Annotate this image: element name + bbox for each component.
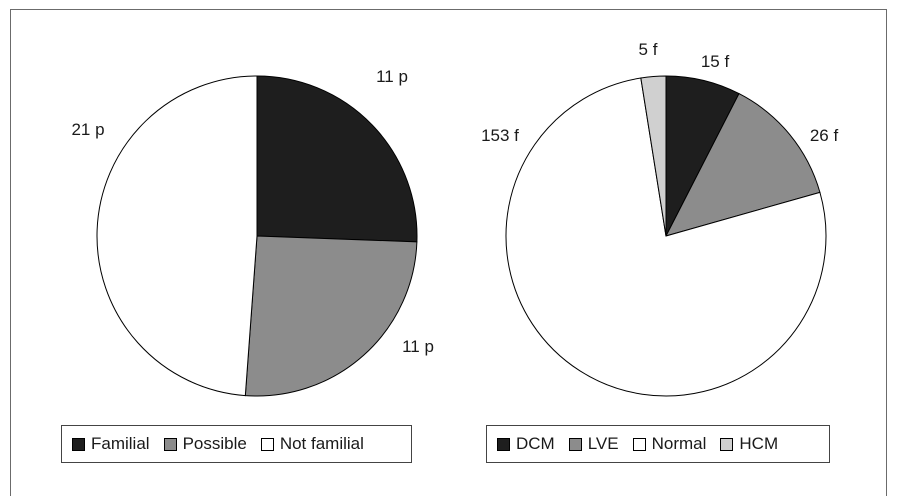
legend-swatch-normal: [632, 437, 646, 451]
pie-slice-not-familial: [96, 75, 258, 397]
pie-slice-normal: [505, 77, 827, 397]
data-label-dcm: 15 f: [701, 52, 730, 71]
legend-swatch-possible: [163, 437, 177, 451]
pie-chart-left: 11 p 11 p 21 p: [71, 67, 434, 397]
legend-label-dcm: DCM: [516, 434, 555, 453]
pie-slice-possible: [244, 235, 418, 397]
legend-label-familial: Familial: [91, 434, 150, 453]
legend-item-dcm: DCM: [497, 434, 555, 454]
legend-label-not-familial: Not familial: [279, 434, 364, 453]
data-label-hcm: 5 f: [639, 40, 658, 59]
pie-chart-right: 15 f 26 f 153 f 5 f: [481, 40, 839, 397]
legend-right: DCM LVE Normal HCM: [486, 425, 830, 463]
legend-swatch-lve: [568, 437, 582, 451]
legend-item-possible: Possible: [163, 434, 247, 454]
figure-frame: [10, 9, 887, 496]
pie-slice-lve: [665, 92, 821, 237]
legend-item-normal: Normal: [632, 434, 707, 454]
legend-left: Familial Possible Not familial: [61, 425, 412, 463]
data-label-not-familial: 21 p: [71, 120, 104, 139]
legend-swatch-dcm: [497, 437, 510, 451]
legend-label-normal: Normal: [651, 434, 707, 453]
legend-label-lve: LVE: [587, 434, 619, 453]
data-label-normal: 153 f: [481, 126, 519, 145]
data-label-familial: 11 p: [376, 67, 408, 86]
legend-item-lve: LVE: [568, 434, 619, 454]
legend-label-hcm: HCM: [739, 434, 779, 453]
legend-swatch-not-familial: [260, 437, 274, 451]
pie-slice-familial: [256, 75, 418, 243]
legend-swatch-hcm: [720, 437, 734, 451]
legend-label-possible: Possible: [182, 434, 247, 453]
data-label-possible: 11 p: [402, 337, 434, 356]
legend-item-hcm: HCM: [720, 434, 778, 454]
legend-item-familial: Familial: [72, 434, 150, 454]
legend-item-not-familial: Not familial: [260, 434, 364, 454]
legend-swatch-familial: [72, 437, 85, 451]
pie-slice-hcm: [640, 75, 667, 237]
data-label-lve: 26 f: [810, 126, 839, 145]
